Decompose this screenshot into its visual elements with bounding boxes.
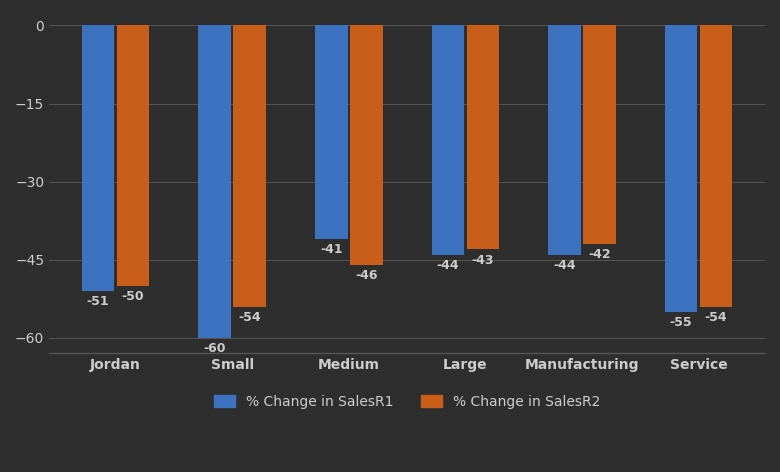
Text: -54: -54 [705, 311, 728, 324]
Bar [700, 25, 732, 307]
Text: -42: -42 [588, 248, 611, 261]
Text: -41: -41 [320, 243, 342, 256]
Bar [583, 25, 616, 244]
Text: -60: -60 [204, 342, 226, 355]
Bar [233, 25, 266, 307]
Text: -51: -51 [87, 295, 109, 308]
Bar [198, 25, 231, 338]
Text: -44: -44 [437, 259, 459, 272]
Bar [466, 25, 499, 249]
Text: -50: -50 [122, 290, 144, 303]
Bar [350, 25, 382, 265]
Text: -44: -44 [553, 259, 576, 272]
Legend: % Change in SalesR1, % Change in SalesR2: % Change in SalesR1, % Change in SalesR2 [208, 389, 606, 414]
Text: -54: -54 [238, 311, 261, 324]
Bar [315, 25, 348, 239]
Text: -43: -43 [472, 253, 494, 267]
Bar [117, 25, 149, 286]
Bar [82, 25, 115, 291]
Text: -55: -55 [670, 316, 693, 329]
Text: -46: -46 [355, 269, 378, 282]
Bar [548, 25, 581, 254]
Bar [665, 25, 697, 312]
Bar [431, 25, 464, 254]
